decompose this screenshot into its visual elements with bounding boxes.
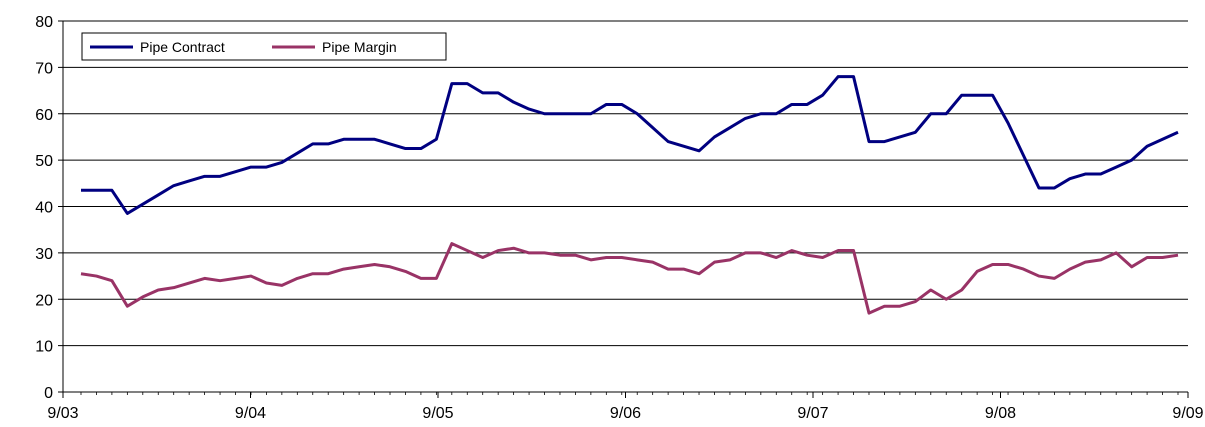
ytick-label-80: 80 xyxy=(35,14,53,31)
ytick-label-50: 50 xyxy=(35,153,53,170)
xtick-label-9/07: 9/07 xyxy=(797,405,828,422)
series-line-pipe-contract xyxy=(81,75,1179,215)
xtick-label-9/08: 9/08 xyxy=(985,405,1016,422)
ytick-label-10: 10 xyxy=(35,339,53,356)
x-tick-labels: 9/03 9/04 9/05 9/06 9/07 9/08 9/09 xyxy=(47,405,1203,422)
ytick-label-30: 30 xyxy=(35,246,53,263)
ytick-label-20: 20 xyxy=(35,292,53,309)
xtick-label-9/06: 9/06 xyxy=(610,405,641,422)
axes xyxy=(58,20,1189,398)
ytick-label-60: 60 xyxy=(35,107,53,124)
ytick-label-40: 40 xyxy=(35,200,53,217)
legend-box xyxy=(81,32,447,61)
gridlines xyxy=(63,20,1188,347)
series-line-pipe-margin xyxy=(80,242,1179,315)
y-tick-labels: 0 10 20 30 40 50 60 70 80 xyxy=(35,14,53,402)
legend-label-pipe-contract: Pipe Contract xyxy=(140,39,225,55)
series-lines xyxy=(80,75,1179,315)
legend-label-pipe-margin: Pipe Margin xyxy=(322,39,397,55)
legend: Pipe Contract Pipe Margin xyxy=(81,32,447,61)
ytick-label-70: 70 xyxy=(35,60,53,77)
xtick-label-9/05: 9/05 xyxy=(422,405,453,422)
ytick-label-0: 0 xyxy=(44,385,53,402)
xtick-label-9/09: 9/09 xyxy=(1172,405,1203,422)
xtick-label-9/04: 9/04 xyxy=(235,405,266,422)
xtick-label-9/03: 9/03 xyxy=(47,405,78,422)
